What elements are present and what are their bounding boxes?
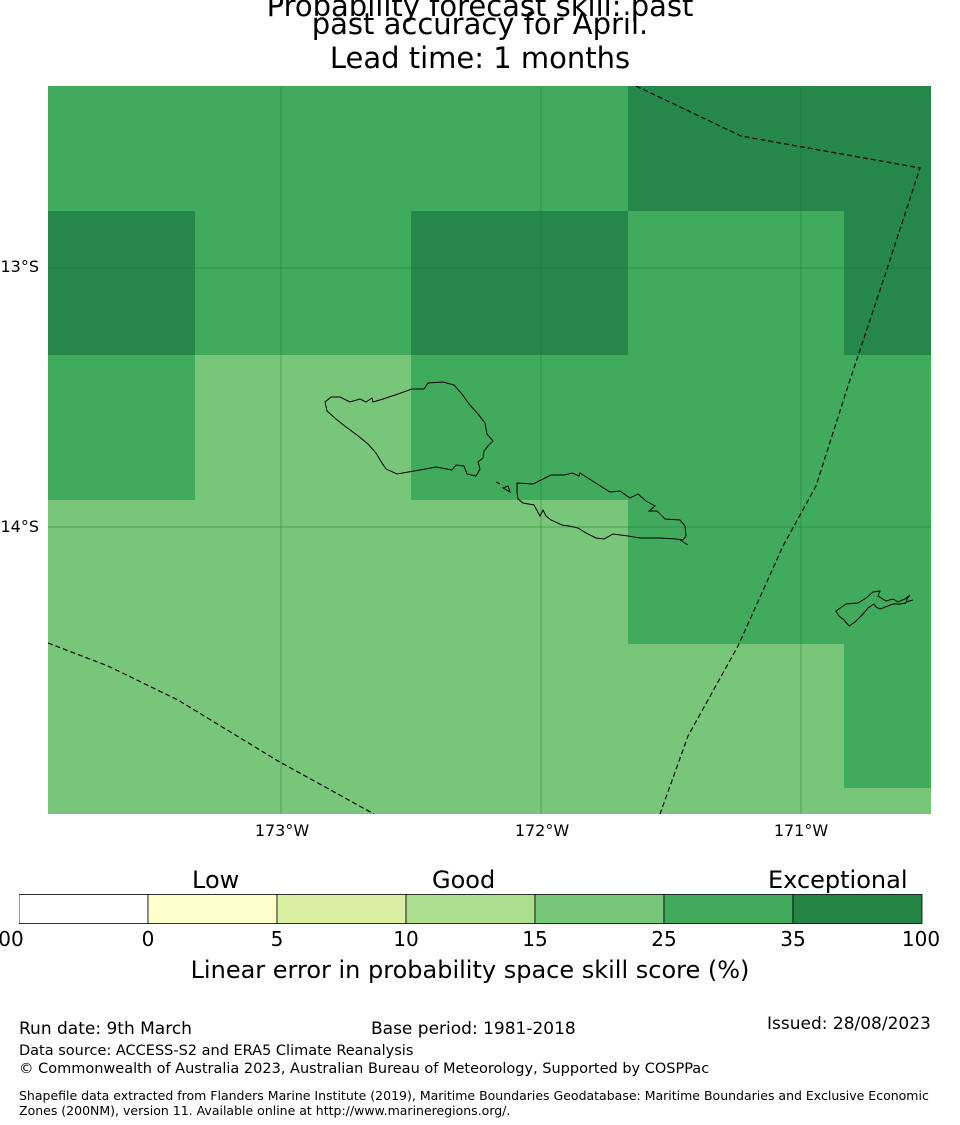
grid-cell-mid <box>844 500 931 644</box>
colorbar-tick: 10 <box>393 927 419 951</box>
colorbar-segment <box>147 894 278 924</box>
upolu-tail <box>679 539 689 546</box>
graticule <box>48 86 931 814</box>
colorbar-segment <box>405 894 536 924</box>
lon-label-172w: 172°W <box>514 821 570 840</box>
grid-cell-mid <box>844 355 931 500</box>
colorbar-tick: 15 <box>522 927 548 951</box>
run-date: Run date: 9th March <box>19 1019 192 1039</box>
colorbar-tick: 25 <box>651 927 677 951</box>
grid-cell-light <box>411 644 628 814</box>
colorbar-segment <box>19 894 149 924</box>
grid-cell-dark <box>411 211 628 355</box>
grid-cell-mid <box>411 355 628 500</box>
grid-cell-mid <box>48 355 195 500</box>
colorbar-segment <box>534 894 665 924</box>
colorbar-category-exceptional: Exceptional <box>768 866 908 894</box>
colorbar-segment <box>663 894 794 924</box>
grid-cell-light <box>48 500 195 644</box>
grid-cell-mid <box>628 500 844 644</box>
lat-label-14s: 14°S <box>0 517 39 536</box>
lon-label-173w: 173°W <box>254 821 310 840</box>
issued-date: Issued: 28/08/2023 <box>767 1014 931 1034</box>
colorbar-tick: 100 <box>901 927 941 951</box>
lon-label-171w: 171°W <box>773 821 829 840</box>
grid-cell-light <box>628 644 844 814</box>
colorbar-tick: 0 <box>141 927 155 951</box>
map-title-line-2: past accuracy for April. <box>311 7 649 41</box>
base-period: Base period: 1981-2018 <box>371 1019 576 1039</box>
grid-cell-light <box>844 788 931 814</box>
shapefile-credit: Shapefile data extracted from Flanders M… <box>19 1088 929 1118</box>
grid-cell-mid <box>195 86 411 211</box>
grid-cell-mid <box>195 211 411 355</box>
map-title-line-3: Lead time: 1 months <box>329 41 631 75</box>
grid-cell-mid <box>844 644 931 814</box>
grid-cell-light <box>195 500 411 644</box>
data-source: Data source: ACCESS-S2 and ERA5 Climate … <box>19 1043 414 1059</box>
colorbar-category-good: Good <box>432 866 496 894</box>
grid-cell-dark <box>844 86 931 211</box>
grid-cell-mid <box>411 86 628 211</box>
skill-colorbar <box>19 894 923 924</box>
colorbar-segment <box>276 894 407 924</box>
grid-cell-light <box>411 500 628 644</box>
grid-cell-dark <box>844 211 931 355</box>
grid-cell-light <box>195 355 411 500</box>
colorbar-tick: -100 <box>0 927 24 951</box>
tutuila-island <box>835 590 911 627</box>
grid-cell-mid <box>628 355 844 500</box>
eez-boundary-southwest <box>47 642 375 815</box>
colorbar-tick: 35 <box>780 927 806 951</box>
grid-cell-light <box>195 644 411 814</box>
skill-map <box>47 85 931 818</box>
savaii-island <box>324 381 494 477</box>
upolu-island <box>516 472 687 541</box>
colorbar-segment <box>792 894 923 924</box>
eez-boundaries <box>47 85 921 815</box>
copyright: © Commonwealth of Australia 2023, Austra… <box>19 1061 710 1077</box>
grid-cell-mid <box>628 211 844 355</box>
colorbar-category-low: Low <box>192 866 240 894</box>
map-title-line-1: Probability forecast skill: past <box>266 0 694 23</box>
eez-boundary-east <box>635 85 921 815</box>
colorbar-tick: 5 <box>270 927 284 951</box>
islands <box>324 381 914 627</box>
colorbar-title: Linear error in probability space skill … <box>190 956 750 984</box>
aunuu-island <box>905 599 914 603</box>
manono-island <box>495 481 501 485</box>
grid-cell-light <box>48 644 195 814</box>
apolima-island <box>501 485 511 494</box>
grid-cell-dark <box>48 211 195 355</box>
lat-label-13s: 13°S <box>0 257 39 276</box>
grid-cell-mid <box>48 86 195 211</box>
skill-grid <box>48 86 931 814</box>
